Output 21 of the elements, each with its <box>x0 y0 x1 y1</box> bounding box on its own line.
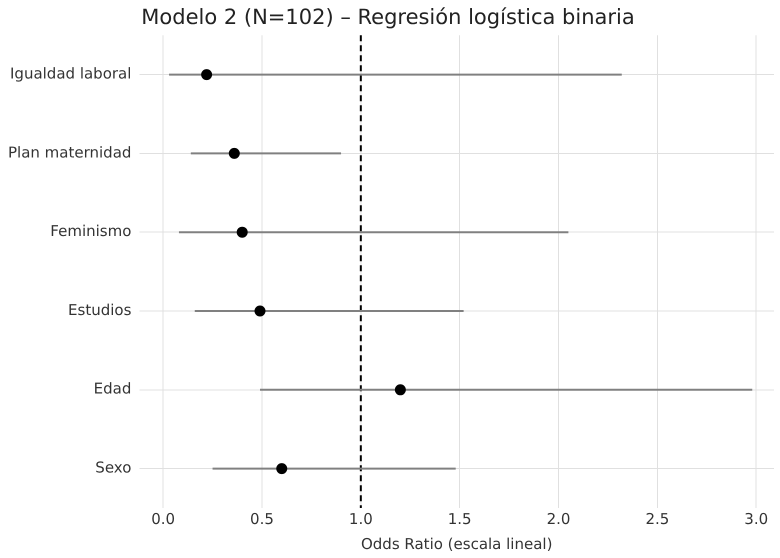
x-tick-label: 0.5 <box>250 510 274 528</box>
x-tick-label: 0.0 <box>151 510 176 528</box>
point <box>228 148 240 159</box>
y-tick-label: Plan maternidad <box>8 143 132 162</box>
x-tick-label: 2.0 <box>546 510 570 528</box>
y-tick-label: Estudios <box>68 300 132 319</box>
point <box>236 226 248 238</box>
chart-title: Modelo 2 (N=102) – Regresión logística binaria <box>141 5 635 30</box>
y-tick-label: Edad <box>94 380 132 398</box>
y-tick-label: Feminismo <box>50 222 132 240</box>
point <box>254 306 266 316</box>
y-tick-label: Igualdad laboral <box>10 64 132 82</box>
x-tick-label: 1.5 <box>448 510 472 528</box>
x-tick-label: 1.0 <box>348 510 373 528</box>
point <box>394 384 406 396</box>
y-tick-label: Sexo <box>95 458 132 476</box>
point <box>276 463 288 474</box>
x-tick-label: 3.0 <box>744 510 768 528</box>
point <box>201 69 212 80</box>
x-tick-label: 2.5 <box>645 510 670 528</box>
x-axis-title: Odds Ratio (escala lineal) <box>360 534 552 553</box>
